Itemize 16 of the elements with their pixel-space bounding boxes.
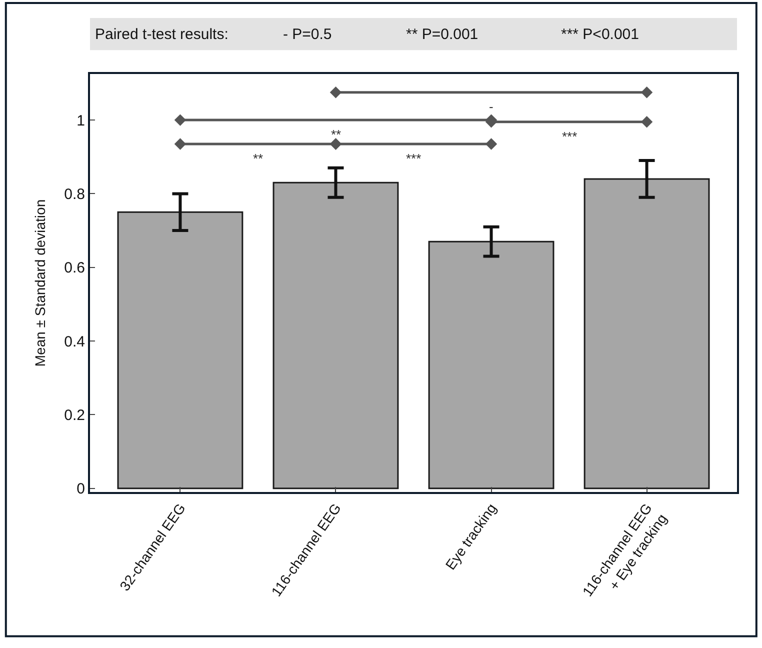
annotation: *** [562,129,578,144]
annotation: - [489,99,494,114]
y-tick-label: 1 [76,112,85,130]
y-tick-label: 0.6 [64,260,85,277]
text: Paired t-test results: [95,26,228,43]
y-tick-label: 0.2 [64,406,85,424]
annotation: ** [253,151,264,166]
y-axis-title: Mean ± Standard deviation [32,199,48,367]
text: ** P=0.001 [406,26,478,43]
annotation: ** [331,127,342,142]
y-tick-label: 0.4 [64,333,85,350]
text: - P=0.5 [283,26,332,43]
y-tick-label: 0 [76,480,85,498]
annotation: *** [406,151,422,166]
text: *** P<0.001 [561,26,639,43]
y-tick-label: 0.8 [64,186,85,203]
